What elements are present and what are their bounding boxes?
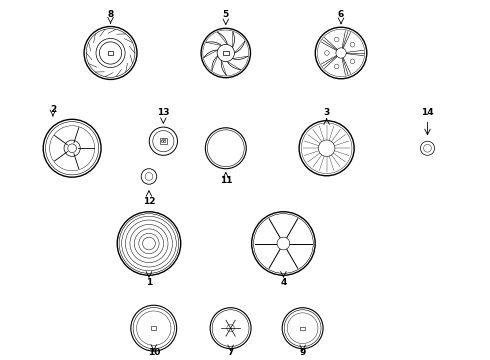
Ellipse shape (217, 44, 234, 62)
Ellipse shape (336, 48, 346, 58)
Text: 1: 1 (146, 278, 152, 287)
Bar (300, 327, 305, 330)
Ellipse shape (350, 42, 355, 47)
Ellipse shape (420, 141, 435, 155)
Text: 6: 6 (338, 10, 344, 19)
Text: 14: 14 (421, 108, 434, 117)
Text: 8: 8 (107, 10, 114, 19)
Text: 5: 5 (222, 10, 229, 19)
Ellipse shape (334, 37, 339, 42)
Text: 9: 9 (299, 348, 306, 357)
Text: 2: 2 (50, 105, 56, 114)
Ellipse shape (318, 140, 335, 157)
Bar (160, 138, 167, 144)
Ellipse shape (334, 64, 339, 69)
Text: 7: 7 (227, 348, 234, 357)
Text: 10: 10 (147, 348, 160, 357)
Bar (108, 51, 114, 55)
Text: 12: 12 (143, 197, 155, 206)
Text: 4: 4 (280, 278, 287, 287)
Bar (223, 51, 228, 55)
Bar (151, 327, 156, 330)
Text: 3: 3 (323, 108, 330, 117)
Ellipse shape (141, 169, 157, 184)
Ellipse shape (324, 51, 329, 55)
Text: 13: 13 (157, 108, 170, 117)
Text: 11: 11 (220, 176, 232, 185)
Text: 68: 68 (160, 139, 167, 144)
Ellipse shape (149, 127, 177, 155)
Ellipse shape (350, 59, 355, 64)
Ellipse shape (99, 42, 122, 64)
Ellipse shape (277, 237, 290, 250)
